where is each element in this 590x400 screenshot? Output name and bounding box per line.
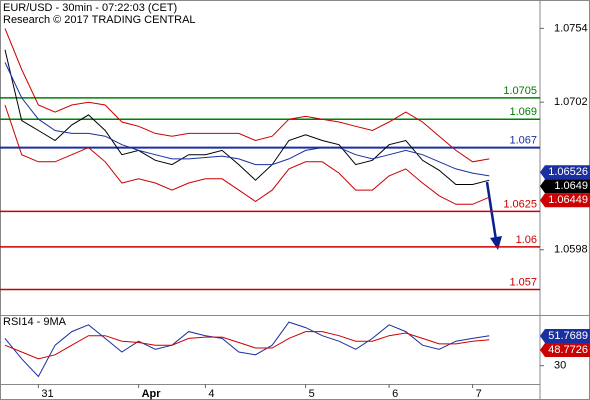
- x-tick-label: 5: [309, 388, 315, 400]
- price-badge-label: 1.06449: [548, 194, 588, 206]
- chart-subtitle: Research © 2017 TRADING CENTRAL: [3, 14, 196, 26]
- price-badge: [540, 343, 590, 358]
- level-label: 1.0625: [503, 198, 537, 210]
- level-label: 1.06: [516, 234, 537, 246]
- level-label-bg: [504, 276, 538, 288]
- price-badge-label: 48.7726: [548, 344, 588, 356]
- level-label-bg: [504, 134, 538, 146]
- x-tick-label: Apr: [142, 388, 162, 400]
- series-line: [4, 49, 490, 185]
- x-tick-label: 4: [208, 388, 214, 400]
- rsi-title: RSI14 - 9MA: [3, 316, 67, 328]
- y-tick-label: 30: [554, 360, 566, 372]
- series-line: [4, 331, 490, 360]
- level-label-bg: [504, 198, 538, 210]
- level-label: 1.0705: [503, 85, 537, 97]
- series-line: [4, 62, 490, 177]
- level-label: 1.057: [509, 276, 537, 288]
- price-badge: [540, 193, 590, 208]
- y-tick-label: 1.0754: [554, 22, 588, 34]
- level-label-bg: [504, 233, 538, 245]
- chart-title: EUR/USD - 30min - 07:22:03 (CET): [3, 2, 177, 14]
- series-line: [4, 28, 490, 163]
- level-label: 1.067: [509, 134, 537, 146]
- price-badge: [540, 165, 590, 180]
- level-label-bg: [504, 106, 538, 118]
- x-tick-label: 31: [41, 388, 53, 400]
- price-badge-label: 51.7689: [548, 330, 588, 342]
- x-tick-label: 6: [392, 388, 398, 400]
- series-line: [4, 104, 490, 205]
- x-tick-label: 7: [476, 388, 482, 400]
- level-label: 1.069: [509, 106, 537, 118]
- level-label-bg: [504, 84, 538, 96]
- y-tick-label: 1.0598: [554, 244, 588, 256]
- price-badge: [540, 329, 590, 344]
- price-badge-label: 1.06526: [548, 166, 588, 178]
- y-tick-label: 1.0702: [554, 96, 588, 108]
- price-badge: [540, 179, 590, 194]
- price-badge-label: 1.0649: [554, 180, 588, 192]
